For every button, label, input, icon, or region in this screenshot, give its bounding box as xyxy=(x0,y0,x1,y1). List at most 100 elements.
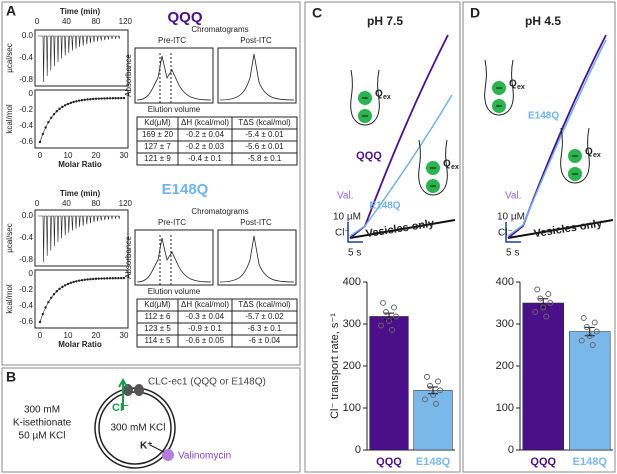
error-bar xyxy=(538,298,549,308)
panel-label: C xyxy=(312,5,322,21)
y-tick-label: 300 xyxy=(496,318,514,330)
replicate-dot xyxy=(545,291,552,297)
chrom-pre-trace xyxy=(136,55,212,101)
replicate-dot xyxy=(547,300,554,306)
x-tick-label: QQQ xyxy=(376,456,402,468)
panel-b-frame xyxy=(1,367,301,473)
replicate-dot xyxy=(427,382,433,389)
axis-label: kcal/mol xyxy=(5,104,14,134)
cl-label: Cl⁻ xyxy=(112,402,129,414)
table-cell: -0.4 ± 0.1 xyxy=(188,154,222,163)
qex-sub: ex xyxy=(451,164,459,171)
chrom-pre: Pre-ITC xyxy=(158,218,186,227)
tick-label: 40 xyxy=(62,17,71,26)
replicate-dot xyxy=(378,322,384,329)
y-tick-label: 0 xyxy=(355,444,361,456)
scale-bar xyxy=(505,222,521,243)
table-cell: 169 ± 20 xyxy=(142,130,174,139)
tick-label: -0.8 xyxy=(19,75,33,84)
panel-label: B xyxy=(6,369,16,385)
table-cell: -6 ± 0.04 xyxy=(249,336,281,345)
table-cell: -6.3 ± 0.1 xyxy=(248,324,282,333)
chrom-frame xyxy=(217,47,297,104)
chrom-pre-trace xyxy=(136,237,212,283)
replicate-dot xyxy=(589,342,596,349)
tick-label: 10 xyxy=(64,331,73,340)
chrom-frame xyxy=(217,229,297,286)
series-label: E148Q xyxy=(369,201,400,212)
chrom-title: Chromatograms xyxy=(191,207,248,216)
tick-label: -0.4 xyxy=(19,53,33,62)
chrom-title: Chromatograms xyxy=(191,25,248,34)
table-cell: -0.3 ± 0.04 xyxy=(186,312,225,321)
valinomycin xyxy=(162,449,174,461)
tick-label: 40 xyxy=(62,199,71,208)
chrom-post: Post-ITC xyxy=(240,218,272,227)
replicate-dot xyxy=(583,324,590,331)
chrom-pre: Pre-ITC xyxy=(158,36,186,45)
replicate-dot xyxy=(380,299,386,306)
tick-label: -0.2 xyxy=(19,285,33,294)
itc-raw-frame xyxy=(34,29,129,87)
table-cell: 123 ± 5 xyxy=(144,324,171,333)
replicate-dot xyxy=(591,319,598,326)
y-tick-label: 200 xyxy=(343,360,361,372)
axis-label: Time (min) xyxy=(60,7,101,16)
tick-label: 0 xyxy=(38,331,43,340)
replicate-dot xyxy=(433,400,439,407)
bar xyxy=(569,331,611,451)
table-cell: -0.9 ± 0.1 xyxy=(188,324,222,333)
tick-label: 80 xyxy=(91,17,100,26)
trace-label: Vesicles only xyxy=(533,217,604,240)
replicate-dot xyxy=(383,308,389,315)
table-cell: 112 ± 6 xyxy=(144,312,171,321)
chrom-frame xyxy=(134,229,214,286)
y-tick-label: 100 xyxy=(496,402,514,414)
table-cell: -0.2 ± 0.04 xyxy=(186,130,225,139)
replicate-dot xyxy=(435,378,441,385)
outside-text: 300 mM xyxy=(24,405,60,416)
replicate-dot xyxy=(424,373,430,380)
replicate-dot xyxy=(580,315,587,322)
y-tick-label: 400 xyxy=(343,276,361,288)
axis-label: Molar Ratio xyxy=(58,160,102,169)
scale-label: 5 s xyxy=(348,248,361,259)
panel-label: D xyxy=(470,5,480,21)
trace-label: Val. xyxy=(505,191,522,202)
protein xyxy=(134,384,144,396)
qex: Q xyxy=(585,147,593,158)
tick-label: 0 xyxy=(29,89,34,98)
itc-isotherm-frame xyxy=(34,89,129,149)
replicate-dot xyxy=(422,396,428,403)
tick-label: 20 xyxy=(92,151,101,160)
itc-raw-trace xyxy=(38,215,121,263)
replicate-dot xyxy=(532,309,539,315)
replicate-dot xyxy=(430,391,436,398)
bar xyxy=(413,390,453,451)
vesicle-outline xyxy=(418,139,448,196)
axis-label: Time (min) xyxy=(60,189,101,198)
replicate-dot xyxy=(389,326,395,333)
outside-text: 50 µM KCl xyxy=(19,431,66,442)
tick-label: 80 xyxy=(91,199,100,208)
replicate-dot xyxy=(586,333,593,340)
tick-label: 30 xyxy=(120,151,129,160)
replicate-dot xyxy=(578,337,585,344)
y-tick-label: 0 xyxy=(508,444,514,456)
replicate-dot xyxy=(540,304,547,311)
trace-e148q xyxy=(349,94,453,237)
axis-label: Elution volume xyxy=(148,287,201,296)
error-bar xyxy=(584,326,595,337)
chrom-post-trace xyxy=(219,235,295,283)
axis-label: µcal/sec xyxy=(5,223,14,253)
qex: Q xyxy=(509,79,517,90)
axis-label: µcal/sec xyxy=(5,43,14,73)
k-arrow xyxy=(149,444,165,453)
scale-label: 10 µM xyxy=(497,212,525,223)
replicate-dot xyxy=(391,304,397,311)
x-tick-label: E148Q xyxy=(573,456,608,468)
trace-e148q xyxy=(507,39,607,237)
tick-label: -0.8 xyxy=(19,255,33,264)
vesicle-outline xyxy=(350,69,380,126)
